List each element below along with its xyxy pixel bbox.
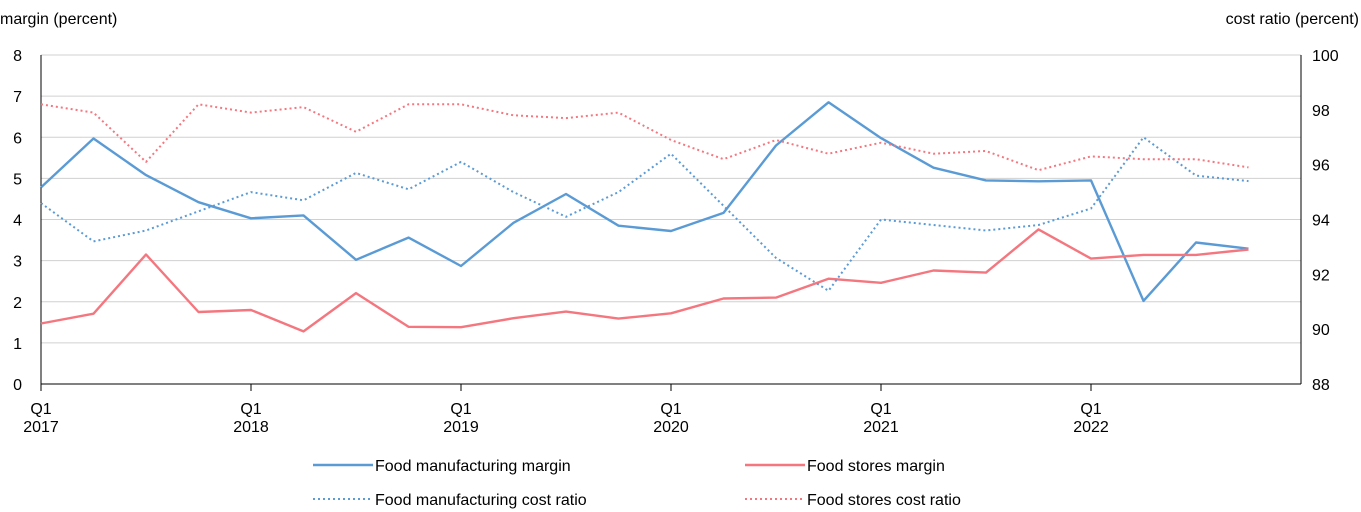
x-tick-label-year: 2022 (1073, 419, 1109, 436)
legend-label: Food manufacturing cost ratio (375, 492, 587, 509)
x-tick-label-quarter: Q1 (870, 401, 891, 418)
series-line (40, 101, 1249, 303)
legend-label: Food stores cost ratio (807, 492, 961, 509)
left-tick-label: 4 (13, 213, 22, 230)
x-tick-label-year: 2018 (233, 419, 269, 436)
legend-label: Food stores margin (807, 458, 945, 475)
right-axis-ticks: 88 90 92 94 96 98 100 (1312, 48, 1339, 394)
left-axis-title: margin (percent) (0, 11, 117, 28)
left-tick-label: 8 (13, 48, 22, 65)
legend: Food manufacturing margin Food stores mar… (313, 458, 961, 509)
left-tick-label: 0 (13, 377, 22, 394)
left-tick-label: 7 (13, 89, 22, 106)
x-tick-label-quarter: Q1 (1080, 401, 1101, 418)
left-axis-ticks: 0 1 2 3 4 5 6 7 8 (13, 48, 22, 394)
legend-label: Food manufacturing margin (375, 458, 571, 475)
x-tick-label-quarter: Q1 (30, 401, 51, 418)
left-tick-label: 2 (13, 295, 22, 312)
right-tick-label: 98 (1312, 103, 1330, 120)
left-tick-label: 6 (13, 130, 22, 147)
x-tick-label-year: 2020 (653, 419, 689, 436)
right-axis-title: cost ratio (percent) (1226, 11, 1359, 28)
x-tick-label-year: 2017 (23, 419, 59, 436)
x-tick-label-year: 2021 (863, 419, 899, 436)
left-tick-label: 3 (13, 254, 22, 271)
right-tick-label: 100 (1312, 48, 1339, 65)
right-tick-label: 94 (1312, 213, 1330, 230)
gridlines (41, 54, 1301, 344)
right-tick-label: 96 (1312, 158, 1330, 175)
right-tick-label: 88 (1312, 377, 1330, 394)
left-tick-label: 5 (13, 171, 22, 188)
right-tick-label: 90 (1312, 322, 1330, 339)
x-tick-label-quarter: Q1 (240, 401, 261, 418)
series-lines (40, 101, 1249, 333)
x-tick-label-quarter: Q1 (450, 401, 471, 418)
x-tick-label-quarter: Q1 (660, 401, 681, 418)
series-line (40, 228, 1249, 333)
right-tick-label: 92 (1312, 267, 1330, 284)
left-tick-label: 1 (13, 336, 22, 353)
series-line (40, 136, 1249, 292)
x-tick-label-year: 2019 (443, 419, 479, 436)
axes (40, 55, 1302, 385)
